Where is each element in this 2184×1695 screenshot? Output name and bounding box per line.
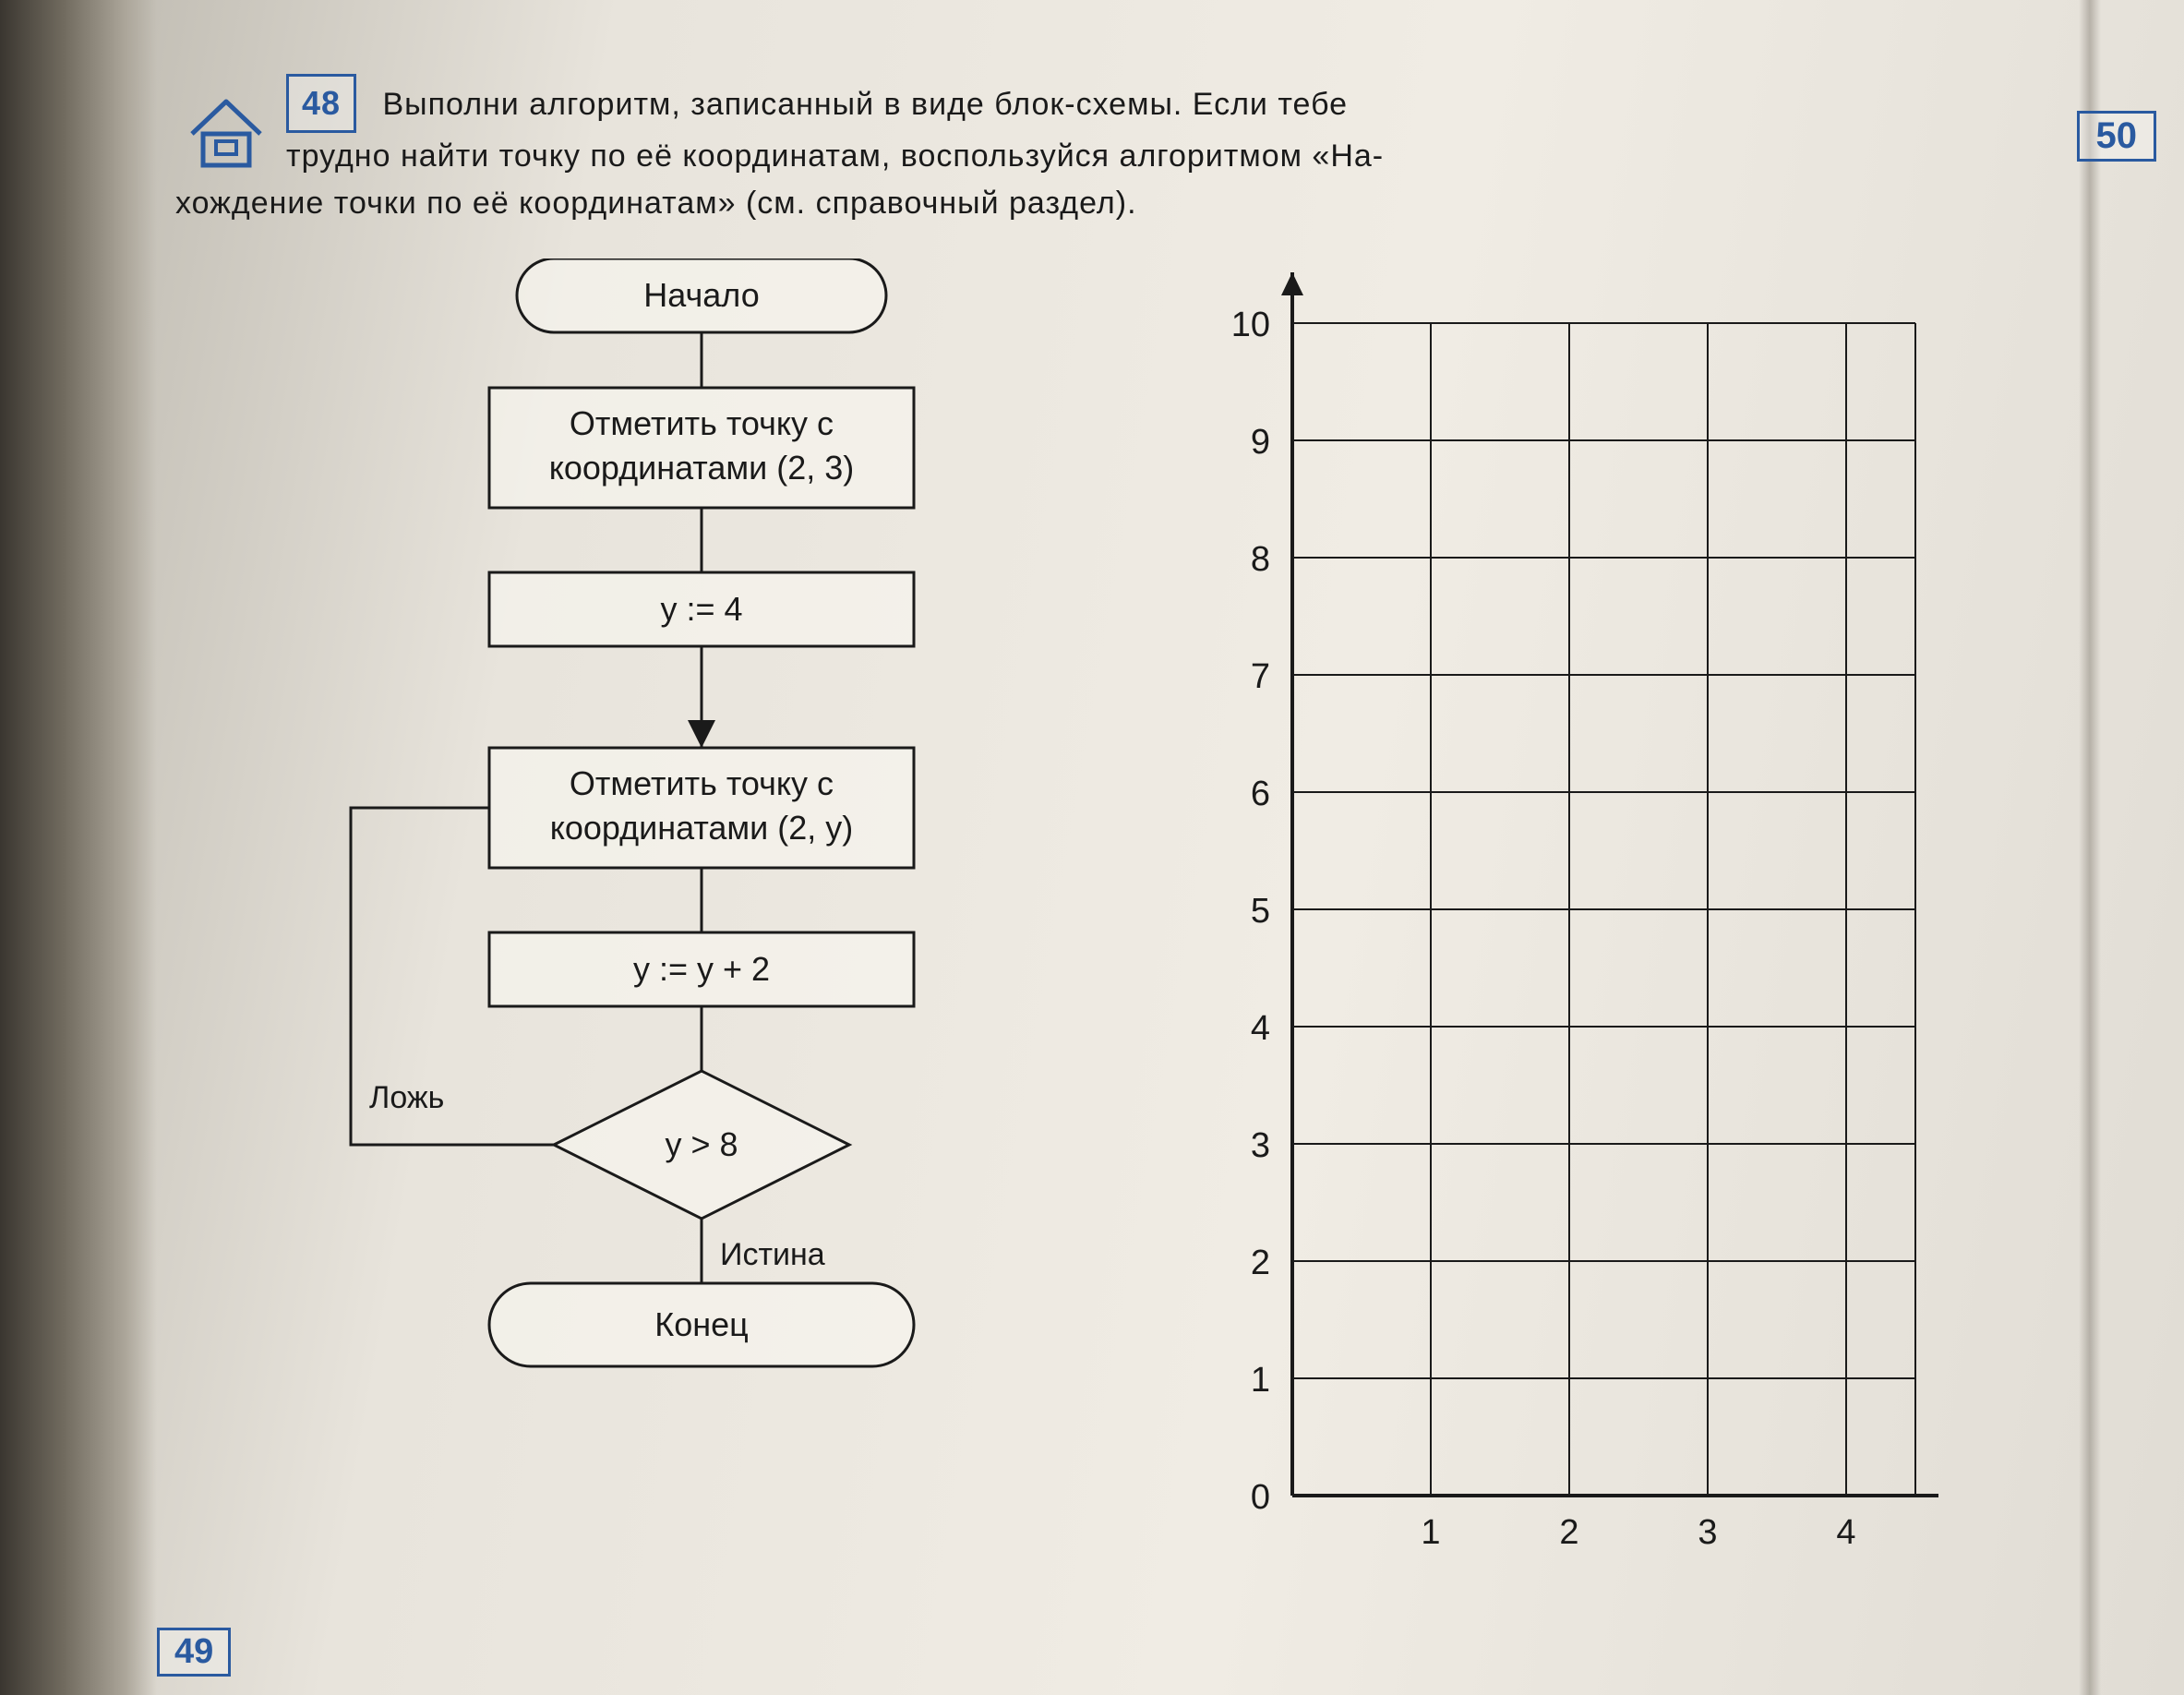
- page-gutter: [2079, 0, 2101, 1695]
- svg-text:Отметить точку с: Отметить точку с: [570, 764, 834, 802]
- svg-text:y > 8: y > 8: [665, 1125, 738, 1163]
- svg-text:2: 2: [1559, 1513, 1578, 1552]
- svg-text:Конец: Конец: [654, 1305, 749, 1343]
- svg-text:координатами (2, y): координатами (2, y): [550, 809, 854, 847]
- svg-text:4: 4: [1836, 1513, 1855, 1552]
- svg-text:10: 10: [1231, 306, 1270, 344]
- svg-text:3: 3: [1251, 1126, 1270, 1165]
- textbook-page: 48 Выполни алгоритм, записанный в виде б…: [0, 0, 2184, 1695]
- svg-text:2: 2: [1251, 1244, 1270, 1282]
- svg-text:5: 5: [1251, 892, 1270, 931]
- svg-text:Начало: Начало: [643, 276, 759, 314]
- problem-number-box: 48: [286, 74, 356, 133]
- svg-text:y := 4: y := 4: [660, 590, 742, 628]
- flowchart: Истина Ложь Начало Отметить точку с координа…: [314, 258, 1071, 1606]
- svg-text:1: 1: [1251, 1361, 1270, 1400]
- svg-text:3: 3: [1698, 1513, 1717, 1552]
- svg-text:0: 0: [1251, 1478, 1270, 1517]
- svg-text:8: 8: [1251, 540, 1270, 579]
- next-problem-number: 50: [2077, 111, 2157, 162]
- book-spine-shadow: [0, 0, 157, 1695]
- svg-text:Отметить точку с: Отметить точку с: [570, 404, 834, 442]
- svg-text:координатами (2, 3): координатами (2, 3): [549, 449, 855, 487]
- bottom-problem-number: 49: [157, 1628, 231, 1677]
- svg-text:Ложь: Ложь: [369, 1080, 444, 1115]
- problem-text-2: трудно найти точку по её координатам, во…: [286, 138, 1384, 174]
- svg-text:7: 7: [1251, 657, 1270, 696]
- svg-text:y := y + 2: y := y + 2: [633, 950, 770, 988]
- problem-text-3: хождение точки по её координатам» (см. с…: [175, 186, 1137, 221]
- svg-text:9: 9: [1251, 423, 1270, 462]
- svg-text:4: 4: [1251, 1009, 1270, 1048]
- svg-text:Y: Y: [1261, 258, 1287, 267]
- svg-text:6: 6: [1251, 775, 1270, 813]
- svg-text:Истина: Истина: [720, 1237, 825, 1272]
- house-icon: [185, 88, 268, 171]
- coordinate-grid: 0123456789101234XY: [1182, 258, 1938, 1597]
- problem-statement: 48 Выполни алгоритм, записанный в виде б…: [286, 74, 2073, 227]
- problem-text-1: Выполни алгоритм, записанный в виде блок…: [383, 87, 1349, 122]
- svg-text:1: 1: [1421, 1513, 1440, 1552]
